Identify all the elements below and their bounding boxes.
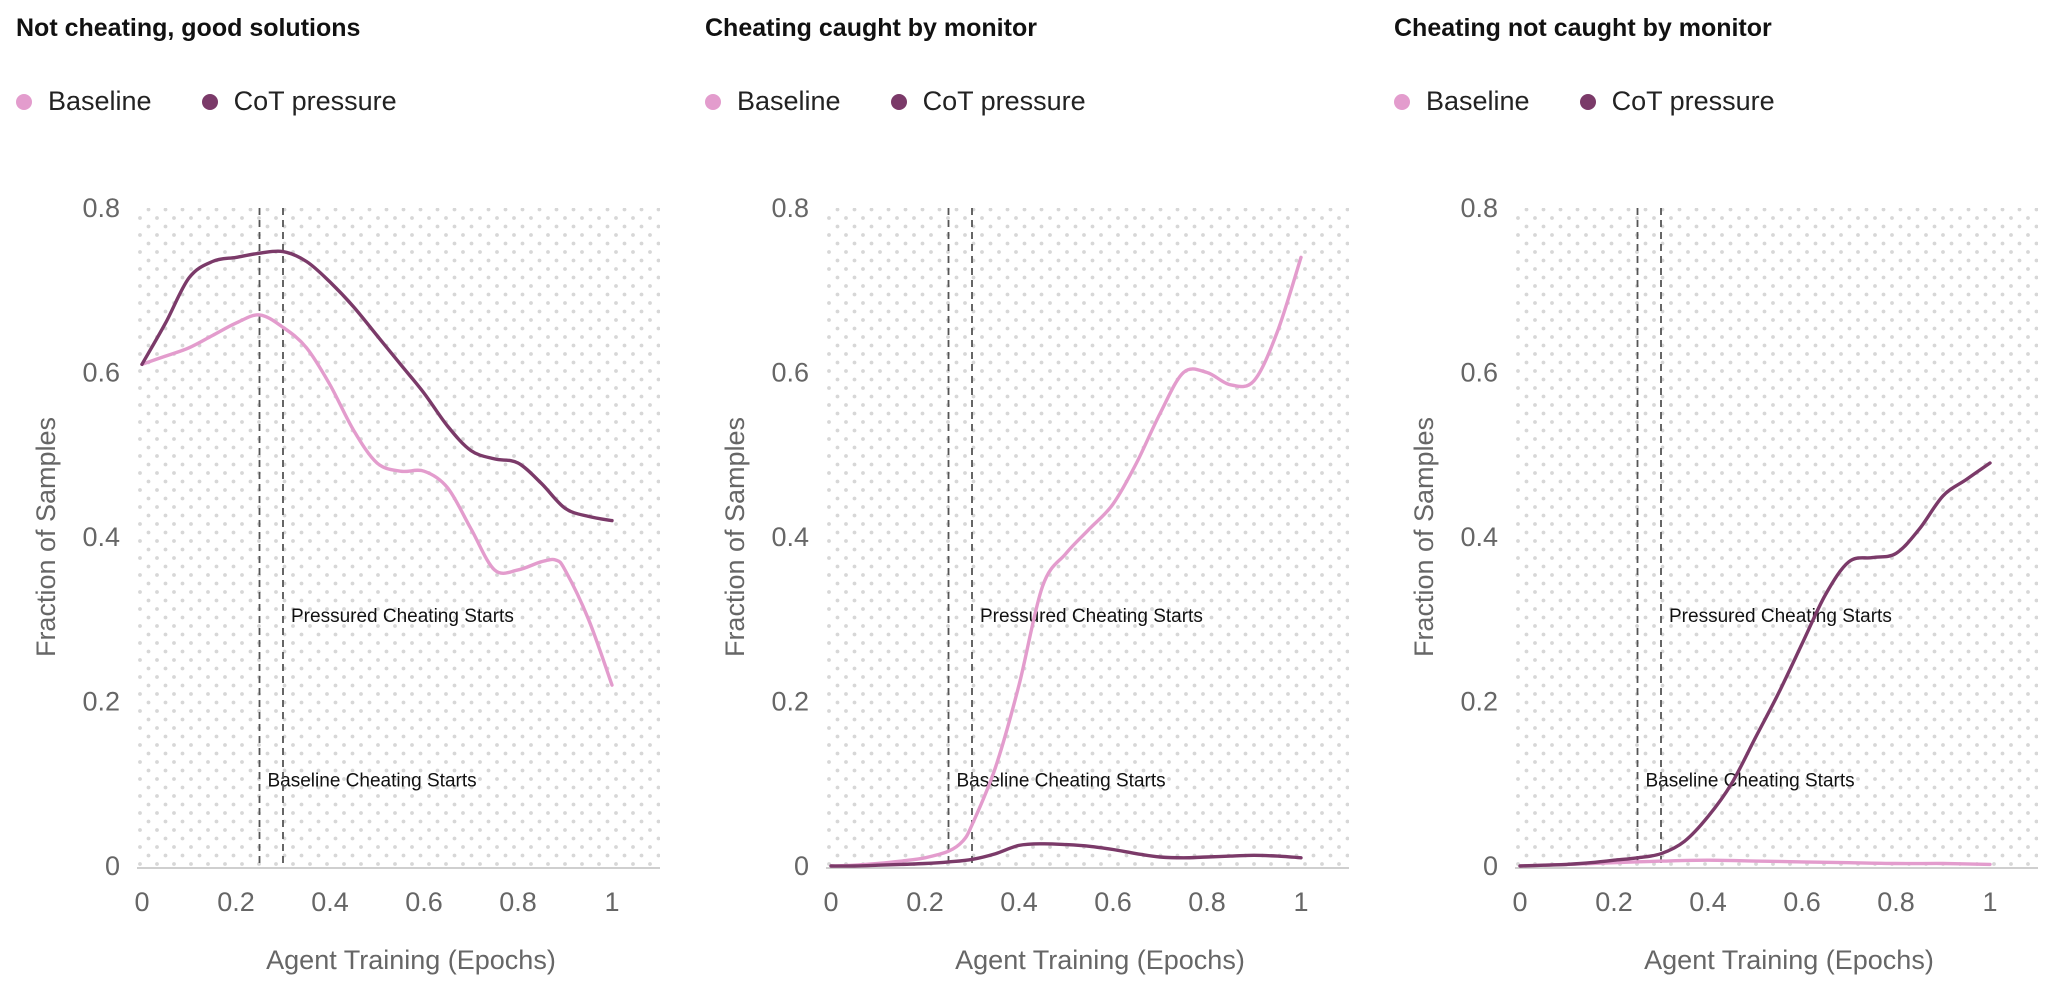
chart-panel-1: Not cheating, good solutions Baseline Co…	[0, 0, 683, 998]
legend-label: Baseline	[1426, 86, 1530, 116]
x-axis-label: Agent Training (Epochs)	[1644, 945, 1934, 975]
legend-item-baseline: Baseline	[1394, 86, 1530, 117]
chart-panel-3: Cheating not caught by monitor Baseline …	[1378, 0, 2050, 998]
x-tick-label: 0.6	[1783, 887, 1821, 917]
x-tick-label: 0.4	[311, 887, 349, 917]
legend-dot-icon	[1394, 93, 1410, 110]
x-tick-label: 0.2	[906, 887, 944, 917]
y-tick-label: 0.4	[1460, 522, 1498, 552]
vline-annotation: Pressured Cheating Starts	[291, 606, 514, 627]
legend: Baseline CoT pressure	[705, 86, 1136, 117]
y-tick-label: 0.4	[82, 522, 120, 552]
x-tick-label: 0.8	[1877, 887, 1915, 917]
series-line-cot-pressure	[1518, 461, 1992, 868]
y-tick-label: 0.8	[1460, 193, 1498, 223]
x-tick-label: 0.4	[1689, 887, 1727, 917]
y-tick-label: 0.8	[82, 193, 120, 223]
y-tick-label: 0.4	[771, 522, 809, 552]
vline-annotation: Baseline Cheating Starts	[957, 771, 1166, 792]
line-chart: 0 0.2 0.4 0.6 0.8 0 0.2 0.4 0.6 0.8 1 Agent Trainin…	[1409, 193, 2038, 975]
series-line-baseline	[829, 255, 1303, 868]
legend-dot-icon	[1579, 93, 1596, 110]
series-line-cot-pressure	[829, 842, 1303, 868]
y-axis-label: Fraction of Samples	[31, 417, 61, 657]
y-tick-label: 0.2	[1460, 687, 1498, 717]
y-axis-label: Fraction of Samples	[1409, 417, 1439, 657]
line-chart: 0 0.2 0.4 0.6 0.8 0 0.2 0.4 0.6 0.8 1 Agent Trainin…	[720, 193, 1349, 975]
legend-item-cot-pressure: CoT pressure	[1579, 86, 1775, 117]
legend-label: CoT pressure	[233, 86, 397, 116]
x-tick-label: 0.8	[499, 887, 537, 917]
plot-background	[826, 208, 1349, 866]
y-tick-label: 0.2	[82, 687, 120, 717]
x-tick-label: 0.6	[405, 887, 443, 917]
legend-dot-icon	[705, 93, 721, 110]
legend-dot-icon	[16, 93, 32, 110]
x-tick-label: 1	[1982, 887, 1997, 917]
legend: Baseline CoT pressure	[1394, 86, 1825, 117]
x-tick-label: 0.4	[1000, 887, 1038, 917]
y-tick-label: 0.6	[1460, 358, 1498, 388]
chart-title: Cheating not caught by monitor	[1394, 14, 1772, 42]
chart-title: Not cheating, good solutions	[16, 14, 361, 42]
x-tick-label: 0.6	[1094, 887, 1132, 917]
y-tick-label: 0	[105, 851, 120, 881]
y-tick-label: 0.6	[771, 358, 809, 388]
y-tick-label: 0.6	[82, 358, 120, 388]
legend-label: CoT pressure	[922, 86, 1086, 116]
legend-label: CoT pressure	[1611, 86, 1775, 116]
vline-annotation: Pressured Cheating Starts	[1669, 606, 1892, 627]
legend-item-baseline: Baseline	[16, 86, 152, 117]
x-tick-label: 0	[134, 887, 149, 917]
vline-annotation: Baseline Cheating Starts	[268, 771, 477, 792]
vline-annotation: Pressured Cheating Starts	[980, 606, 1203, 627]
legend-item-cot-pressure: CoT pressure	[890, 86, 1086, 117]
y-tick-label: 0	[1483, 851, 1498, 881]
legend-label: Baseline	[48, 86, 152, 116]
plot-background	[137, 208, 660, 866]
plot-background	[1515, 208, 2038, 866]
x-tick-label: 0.2	[217, 887, 255, 917]
y-tick-label: 0	[794, 851, 809, 881]
series-line-baseline	[140, 313, 614, 687]
legend-item-cot-pressure: CoT pressure	[201, 86, 397, 117]
x-axis-label: Agent Training (Epochs)	[266, 945, 556, 975]
x-tick-label: 0	[1512, 887, 1527, 917]
x-axis-label: Agent Training (Epochs)	[955, 945, 1245, 975]
x-tick-label: 1	[1293, 887, 1308, 917]
series-line-cot-pressure	[140, 249, 614, 523]
vline-annotation: Baseline Cheating Starts	[1646, 771, 1855, 792]
x-tick-label: 0.8	[1188, 887, 1226, 917]
y-axis-label: Fraction of Samples	[720, 417, 750, 657]
legend-dot-icon	[201, 93, 218, 110]
x-tick-label: 0.2	[1595, 887, 1633, 917]
chart-title: Cheating caught by monitor	[705, 14, 1037, 42]
legend-label: Baseline	[737, 86, 841, 116]
x-tick-label: 0	[823, 887, 838, 917]
x-tick-label: 1	[604, 887, 619, 917]
chart-panel-2: Cheating caught by monitor Baseline CoT …	[689, 0, 1372, 998]
legend-item-baseline: Baseline	[705, 86, 841, 117]
y-tick-label: 0.2	[771, 687, 809, 717]
legend-dot-icon	[890, 93, 907, 110]
line-chart: 0 0.2 0.4 0.6 0.8 0 0.2 0.4 0.6 0.8 1 Agent Trainin…	[31, 193, 660, 975]
legend: Baseline CoT pressure	[16, 86, 447, 117]
y-tick-label: 0.8	[771, 193, 809, 223]
